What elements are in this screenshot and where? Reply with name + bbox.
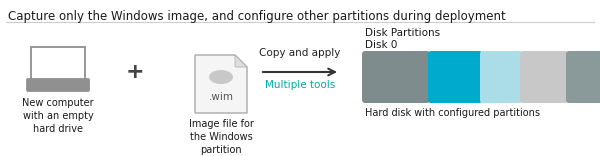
Text: Hard disk with configured partitions: Hard disk with configured partitions bbox=[365, 108, 540, 118]
FancyBboxPatch shape bbox=[362, 51, 430, 103]
Polygon shape bbox=[235, 55, 247, 67]
Text: Multiple tools: Multiple tools bbox=[265, 80, 335, 90]
Text: .wim: .wim bbox=[209, 92, 233, 102]
Text: New computer
with an empty
hard drive: New computer with an empty hard drive bbox=[22, 98, 94, 134]
FancyBboxPatch shape bbox=[31, 47, 85, 81]
FancyBboxPatch shape bbox=[428, 51, 482, 103]
FancyBboxPatch shape bbox=[27, 79, 89, 91]
Text: Copy and apply: Copy and apply bbox=[259, 48, 341, 58]
Polygon shape bbox=[195, 55, 247, 113]
Text: Capture only the Windows image, and configure other partitions during deployment: Capture only the Windows image, and conf… bbox=[8, 10, 506, 23]
Text: Disk Partitions: Disk Partitions bbox=[365, 28, 440, 38]
Text: +: + bbox=[125, 62, 145, 82]
Ellipse shape bbox=[209, 70, 233, 84]
Text: Disk 0: Disk 0 bbox=[365, 40, 397, 50]
Text: Image file for
the Windows
partition: Image file for the Windows partition bbox=[188, 119, 253, 155]
FancyBboxPatch shape bbox=[520, 51, 568, 103]
FancyBboxPatch shape bbox=[480, 51, 522, 103]
FancyBboxPatch shape bbox=[566, 51, 600, 103]
